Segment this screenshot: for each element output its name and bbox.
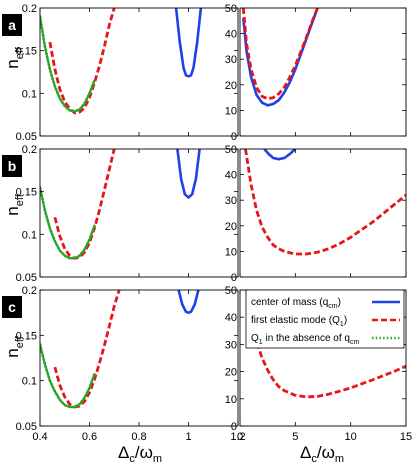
series-q1-line-a-right: [241, 8, 319, 101]
series-group-b-left: [40, 149, 201, 260]
x-tick-label: 0.8: [131, 431, 146, 443]
panel-badge-b: [2, 155, 22, 177]
panel-b-left: 0.05 0.1 0.15 0.2 b: [2, 144, 239, 284]
axes-frame-b-right: [239, 148, 407, 278]
panel-badge-label-a: a: [8, 17, 16, 33]
y-tick-label: 0: [231, 421, 237, 433]
y-tick-label: 40: [225, 312, 237, 324]
series-q1-line-c-right: [245, 290, 406, 399]
plot-area-b-left: [40, 149, 238, 277]
y-tick-label: 20: [225, 221, 237, 233]
series-cm-line-b-left: [176, 149, 201, 199]
x-tick-label: 1: [185, 431, 191, 443]
panel-b-right: 0 10 20 30 40 50: [225, 144, 407, 284]
series-group-c-right: [245, 290, 406, 399]
y-tick-label: 40: [225, 29, 237, 41]
series-group-a-left: [40, 8, 203, 115]
y-tick-label: 10: [225, 246, 237, 258]
x-tick-label: 15: [400, 431, 412, 443]
legend: center of mass (qcm) first elastic mode …: [245, 289, 405, 349]
y-tick-label: 0.2: [22, 144, 37, 156]
panels-layer: 0.050.10.150.2a010203040500.050.10.150.2…: [2, 3, 412, 443]
x-tick-label: 1.2: [230, 431, 245, 443]
series-cm-line-c-left: [177, 290, 200, 314]
y-tick-label: 0.05: [16, 131, 37, 143]
y-tick-label: 30: [225, 195, 237, 207]
y-tick-label: 50: [225, 285, 237, 297]
x-axis-label-right: Δc/ωm: [300, 443, 344, 465]
series-q1-line-b-right: [244, 149, 406, 256]
y-tick-label: 0.05: [16, 421, 37, 433]
series-q1-line-a-left: [48, 8, 116, 115]
panel-a-left: 0.05 0.1 0.15 0.2 a: [2, 3, 239, 143]
plot-area-b-right: [240, 149, 406, 277]
y-tick-label: 50: [225, 3, 237, 15]
series-cm-line-b-right: [263, 149, 297, 161]
plot-area-a-left: [40, 8, 238, 136]
y-tick-label: 10: [225, 394, 237, 406]
panel-c-left: 0.05 0.1 0.15 0.2 0.4 0.6 0.8 1 1.2 c: [2, 285, 246, 443]
legend-label-q1na: Q1 in the absence of qcm: [251, 333, 359, 346]
series-q1-line-b-left: [53, 149, 116, 260]
y-axis-label-b: neff: [3, 193, 26, 215]
y-tick-label: 40: [225, 170, 237, 182]
y-tick-label: 0.2: [22, 3, 37, 15]
y-tick-label: 20: [225, 367, 237, 379]
y-tick-label: 0.1: [22, 88, 37, 100]
y-tick-label: 0.15: [16, 46, 37, 58]
series-group-b-right: [244, 149, 406, 256]
y-tick-label: 50: [225, 144, 237, 156]
series-q1na-line-c-left: [40, 343, 96, 409]
series-cm-line-a-left: [174, 8, 203, 78]
panel-a-right: 0 10 20 30 40 50: [225, 3, 407, 143]
series-group-c-left: [40, 290, 200, 409]
x-tick-label: 0.6: [82, 431, 97, 443]
svg-text:neff: neff: [3, 46, 26, 68]
y-tick-label: 0.15: [16, 330, 37, 342]
y-tick-label: 0.2: [22, 285, 37, 297]
plot-area-c-left: [40, 290, 238, 426]
svg-text:neff: neff: [3, 335, 26, 357]
legend-label-cm: center of mass (qcm): [251, 297, 341, 310]
y-tick-label: 0: [231, 131, 237, 143]
panel-badge-a: [2, 14, 22, 36]
series-q1na-line-a-left: [40, 15, 96, 113]
legend-label-q1: first elastic mode (Q1): [251, 315, 347, 328]
y-axis-label-c: neff: [3, 335, 26, 357]
y-tick-label: 30: [225, 339, 237, 351]
series-q1na-line-b-left: [40, 186, 96, 260]
x-tick-label: 5: [292, 431, 298, 443]
plot-area-a-right: [240, 8, 406, 136]
y-tick-label: 30: [225, 54, 237, 66]
y-tick-label: 10: [225, 105, 237, 117]
axes-frame-a-right: [239, 7, 407, 137]
y-tick-label: 0.1: [22, 229, 37, 241]
panel-badge-label-c: c: [8, 299, 16, 315]
svg-text:neff: neff: [3, 193, 26, 215]
y-tick-label: 0.1: [22, 376, 37, 388]
y-tick-label: 0: [231, 272, 237, 284]
panel-badge-c: [2, 296, 22, 318]
y-axis-label-a: neff: [3, 46, 26, 68]
x-tick-label: 0: [237, 431, 243, 443]
x-tick-label: 10: [345, 431, 357, 443]
series-group-a-right: [241, 8, 319, 107]
x-axis-label-left: Δc/ωm: [118, 443, 162, 465]
y-tick-label: 0.05: [16, 272, 37, 284]
panel-badge-label-b: b: [8, 158, 17, 174]
y-tick-label: 20: [225, 80, 237, 92]
x-tick-label: 0.4: [32, 431, 47, 443]
y-tick-label: 0.15: [16, 187, 37, 199]
